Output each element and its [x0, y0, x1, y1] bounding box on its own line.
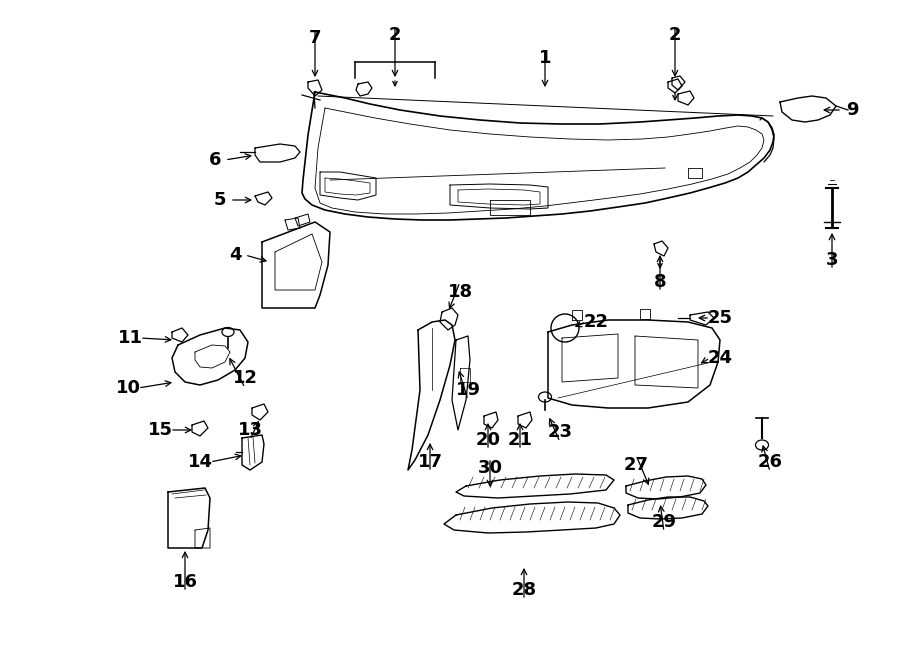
Text: 16: 16 — [173, 573, 197, 591]
Text: 25: 25 — [707, 309, 733, 327]
Text: 17: 17 — [418, 453, 443, 471]
Text: 19: 19 — [455, 381, 481, 399]
Text: 28: 28 — [511, 581, 536, 599]
Text: 21: 21 — [508, 431, 533, 449]
Text: 27: 27 — [624, 456, 649, 474]
Text: 15: 15 — [148, 421, 173, 439]
Text: 18: 18 — [447, 283, 473, 301]
Text: 26: 26 — [758, 453, 782, 471]
Text: 5: 5 — [214, 191, 226, 209]
Text: 7: 7 — [309, 29, 321, 47]
Text: 22: 22 — [583, 313, 608, 331]
Text: 11: 11 — [118, 329, 142, 347]
Text: 20: 20 — [475, 431, 500, 449]
Text: 29: 29 — [652, 513, 677, 531]
Text: 24: 24 — [707, 349, 733, 367]
Text: 13: 13 — [238, 421, 263, 439]
Text: 12: 12 — [232, 369, 257, 387]
Text: 3: 3 — [826, 251, 838, 269]
Text: 2: 2 — [389, 26, 401, 44]
Text: 23: 23 — [547, 423, 572, 441]
Text: 30: 30 — [478, 459, 502, 477]
Text: 9: 9 — [846, 101, 859, 119]
Text: 1: 1 — [539, 49, 551, 67]
Text: 4: 4 — [229, 246, 241, 264]
Text: 14: 14 — [187, 453, 212, 471]
Text: 2: 2 — [669, 26, 681, 44]
Text: 10: 10 — [115, 379, 140, 397]
Text: 6: 6 — [209, 151, 221, 169]
Text: 8: 8 — [653, 273, 666, 291]
